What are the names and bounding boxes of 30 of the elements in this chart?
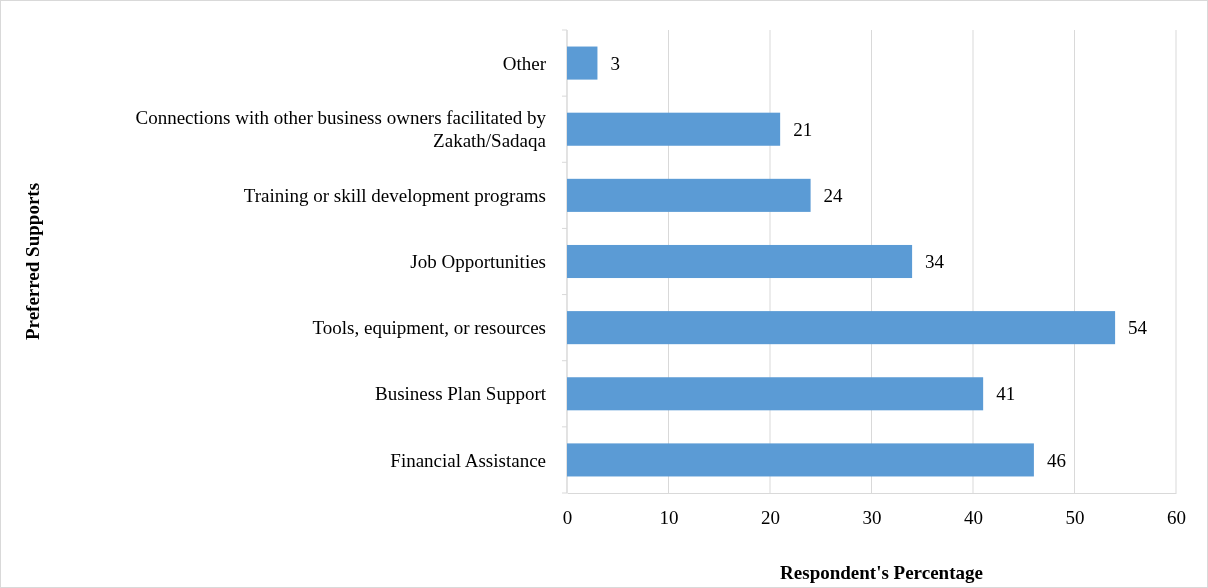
x-tick-label: 40 [964, 507, 983, 529]
y-tick-label: Other [502, 52, 547, 74]
x-tick-label: 0 [562, 507, 573, 529]
data-label: 34 [925, 251, 945, 273]
y-tick-label: Financial Assistance [390, 449, 546, 471]
y-tick-label: Tools, equipment, or resources [312, 317, 546, 339]
data-label: 41 [996, 383, 1016, 405]
x-tick-label: 50 [1065, 507, 1085, 529]
data-label: 24 [823, 185, 844, 207]
y-tick-label: Connections with other business owners facilitated by Zakath/Sadaqa [135, 107, 547, 152]
x-tick-label: 60 [1167, 507, 1186, 529]
y-tick-label: Job Opportunities [410, 251, 546, 273]
x-tick-label: 10 [659, 507, 679, 529]
bar [567, 443, 1034, 477]
bar [567, 377, 984, 411]
bar [567, 46, 598, 80]
data-label: 46 [1046, 449, 1066, 471]
y-axis-title: Preferred Supports [22, 182, 43, 341]
x-axis-title: Respondent's Percentage [780, 562, 983, 583]
data-label: 21 [793, 118, 813, 140]
y-tick-label: Business Plan Support [374, 383, 547, 405]
bar [567, 311, 1116, 345]
bar [567, 178, 811, 212]
x-tick-label: 30 [862, 507, 882, 529]
data-label: 54 [1128, 317, 1148, 339]
y-tick-label: Training or skill development programs [243, 185, 546, 207]
data-label: 3 [610, 52, 620, 74]
x-tick-label: 20 [761, 507, 780, 529]
bar [567, 244, 913, 279]
bar [567, 112, 781, 146]
